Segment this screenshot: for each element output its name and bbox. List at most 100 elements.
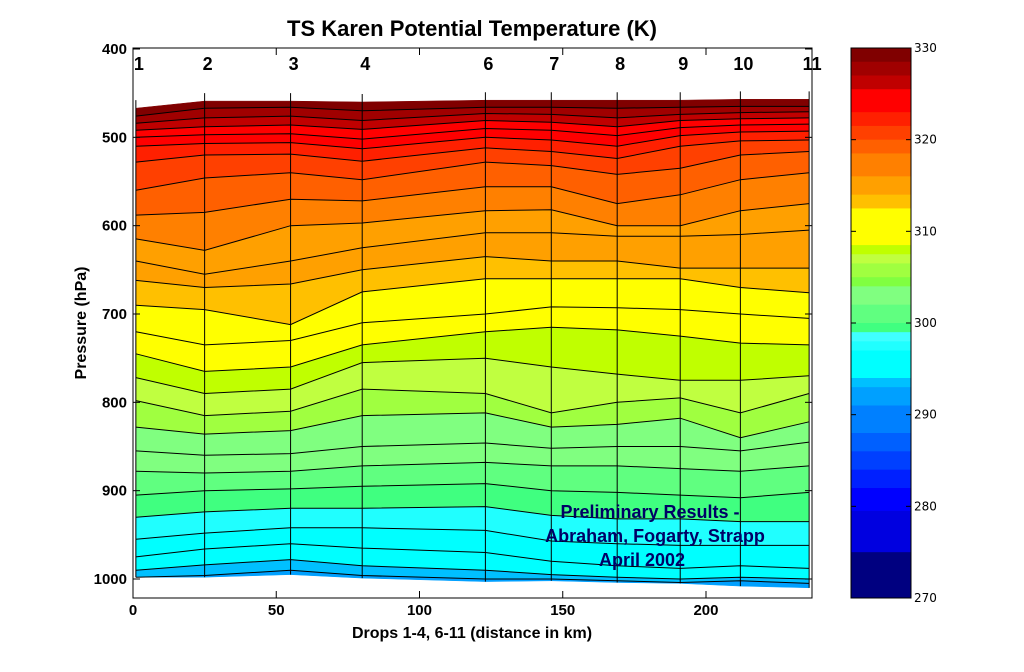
drop-label: 1 (134, 54, 144, 74)
x-axis-label: Drops 1-4, 6-11 (distance in km) (352, 625, 592, 642)
colorbar-tick-label: 320 (914, 133, 937, 147)
colorbar-band (851, 552, 911, 599)
drop-label: 11 (803, 54, 822, 74)
y-tick-label: 700 (102, 306, 127, 323)
colorbar-band (851, 139, 911, 154)
contour-line (135, 256, 810, 289)
drop-label: 6 (483, 54, 493, 74)
colorbar: 270 280 290 300 310 320 330 (850, 41, 937, 605)
colorbar-band (851, 451, 911, 471)
contour-line (135, 139, 810, 163)
contour-line (135, 483, 810, 499)
colorbar-band (851, 433, 911, 452)
drop-label: 3 (289, 54, 299, 74)
colorbar-band (851, 378, 911, 388)
colorbar-band (851, 510, 911, 553)
contour-line (135, 130, 810, 150)
colorbar-band (851, 176, 911, 196)
colorbar-band (851, 488, 911, 512)
contour-line (135, 105, 810, 117)
annotation-line-3: April 2002 (599, 550, 685, 570)
drop-label: 8 (615, 54, 625, 74)
colorbar-band (851, 387, 911, 406)
y-tick-label: 500 (102, 129, 127, 146)
contour-line (135, 123, 810, 140)
colorbar-band (851, 125, 911, 141)
contour-line (135, 388, 810, 417)
drop-label: 4 (360, 54, 370, 74)
contour-line (135, 278, 810, 326)
x-tick-label: 200 (693, 602, 718, 619)
colorbar-tick-label: 300 (914, 316, 937, 330)
colorbar-band (851, 48, 911, 63)
colorbar-band (851, 304, 911, 324)
colorbar-tick-label: 280 (914, 499, 937, 513)
colorbar-band (851, 405, 911, 434)
colorbar-band (851, 254, 911, 264)
contour-lines (135, 105, 810, 584)
x-tick-label: 150 (550, 602, 575, 619)
drop-labels: 1 2 3 4 6 7 8 9 10 11 (134, 54, 822, 74)
colorbar-tick-label: 290 (914, 408, 937, 422)
y-tick-label: 600 (102, 218, 127, 235)
colorbar-tick-label: 330 (914, 41, 937, 55)
y-axis: 400 500 600 700 800 900 1000 (94, 41, 812, 588)
colorbar-band (851, 469, 911, 489)
drop-label: 10 (733, 54, 753, 74)
contour-line (135, 229, 810, 275)
colorbar-band (851, 332, 911, 342)
colorbar-band (851, 245, 911, 255)
drop-label: 9 (678, 54, 688, 74)
chart-title: TS Karen Potential Temperature (K) (287, 16, 657, 41)
contour-line (135, 357, 810, 395)
colorbar-band (851, 89, 911, 113)
contour-line (135, 461, 810, 474)
drop-label: 7 (549, 54, 559, 74)
x-tick-label: 0 (129, 602, 137, 619)
contour-line (135, 559, 810, 580)
colorbar-band (851, 61, 911, 76)
y-tick-label: 800 (102, 394, 127, 411)
x-tick-label: 100 (407, 602, 432, 619)
contour-line (135, 326, 810, 372)
contour-line (135, 203, 810, 251)
colorbar-band (851, 323, 911, 333)
y-tick-label: 1000 (94, 571, 127, 588)
colorbar-band (851, 286, 911, 306)
contour-fills (135, 99, 810, 589)
colorbar-band (851, 75, 911, 90)
colorbar-band (851, 112, 911, 127)
annotation-line-2: Abraham, Fogarty, Strapp (545, 526, 765, 546)
x-tick-label: 50 (268, 602, 285, 619)
annotation: Preliminary Results - Abraham, Fogarty, … (545, 502, 765, 570)
colorbar-band (851, 153, 911, 177)
colorbar-band (851, 341, 911, 351)
colorbar-band (851, 263, 911, 278)
contour-line (135, 441, 810, 456)
colorbar-tick-label: 270 (914, 591, 937, 605)
drop-label: 2 (203, 54, 213, 74)
contour-line (135, 306, 810, 346)
contour-line (135, 527, 810, 546)
colorbar-tick-label: 310 (914, 224, 937, 238)
colorbar-band (851, 194, 911, 209)
contour-line (135, 506, 810, 523)
contour-line (135, 172, 810, 216)
drop-profile-lines (135, 91, 810, 588)
colorbar-band (851, 208, 911, 246)
annotation-line-1: Preliminary Results - (560, 502, 739, 522)
y-tick-label: 400 (102, 41, 127, 58)
y-axis-label: Pressure (hPa) (73, 267, 90, 380)
contour-line (135, 543, 810, 569)
contour-line (135, 569, 810, 584)
plot-frame (132, 47, 813, 599)
x-axis: 0 50 100 150 200 (129, 48, 719, 619)
y-tick-label: 900 (102, 483, 127, 500)
colorbar-band (851, 350, 911, 379)
contour-line (135, 111, 810, 124)
colorbar-band (851, 277, 911, 287)
contour-line (135, 412, 810, 439)
contour-line (135, 151, 810, 191)
contour-line (135, 117, 810, 131)
